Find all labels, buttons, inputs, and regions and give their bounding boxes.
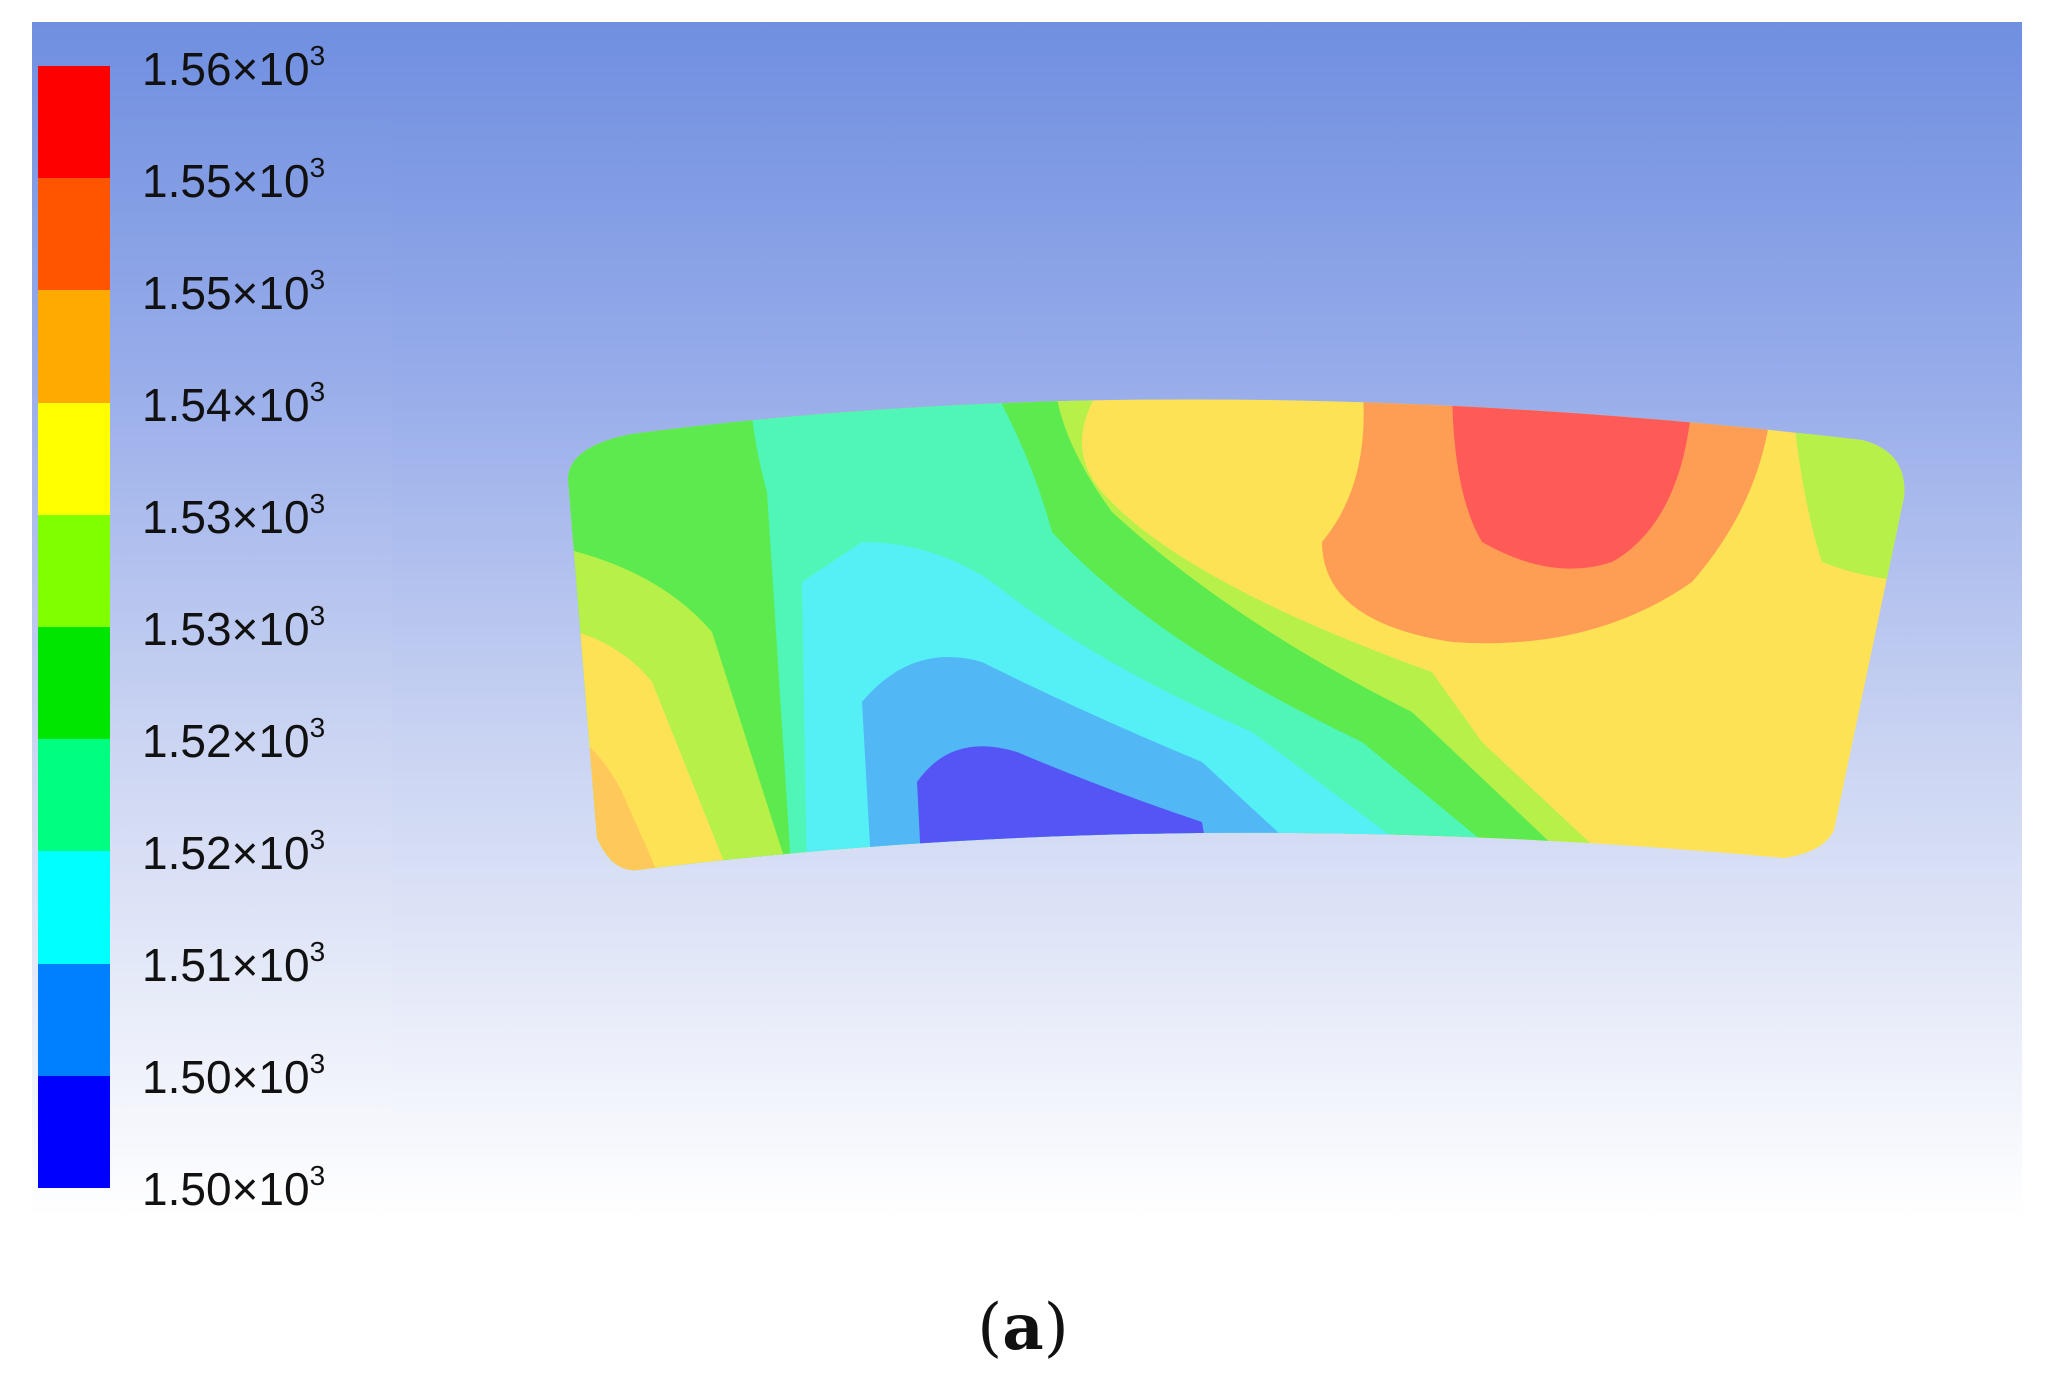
legend-swatch bbox=[38, 290, 110, 403]
legend-tick-label: 1.53×103 bbox=[142, 488, 326, 543]
legend-tick-label: 1.54×103 bbox=[142, 376, 326, 431]
legend-tick-label: 1.53×103 bbox=[142, 600, 326, 655]
legend-tick-label: 1.52×103 bbox=[142, 824, 326, 879]
legend-tick-label: 1.51×103 bbox=[142, 936, 326, 991]
contour-plot bbox=[568, 399, 1905, 871]
legend-swatch bbox=[38, 739, 110, 852]
contour-viewport: 1.56×103 1.55×103 1.55×103 1.54×103 1.53… bbox=[32, 22, 2022, 1218]
legend-swatch bbox=[38, 178, 110, 291]
panel-label: (a) bbox=[977, 1290, 1069, 1365]
legend-swatch bbox=[38, 1075, 110, 1189]
legend-swatch bbox=[38, 514, 110, 628]
legend-swatch bbox=[38, 963, 110, 1076]
legend-tick-label: 1.56×103 bbox=[142, 40, 326, 95]
legend-swatch bbox=[38, 66, 110, 179]
legend-tick-label: 1.55×103 bbox=[142, 152, 326, 207]
legend-tick-label: 1.55×103 bbox=[142, 264, 326, 319]
legend-panel: 1.56×103 1.55×103 1.55×103 1.54×103 1.53… bbox=[32, 22, 392, 1218]
band-orange-left bbox=[568, 782, 602, 871]
legend-swatch bbox=[38, 402, 110, 515]
legend-tick-label: 1.52×103 bbox=[142, 712, 326, 767]
legend-colorbar bbox=[38, 66, 110, 1189]
legend-tick-label: 1.50×103 bbox=[142, 1048, 326, 1103]
band-lightorange-left bbox=[568, 712, 662, 871]
band-red bbox=[1452, 399, 1692, 569]
legend-tick-label: 1.50×103 bbox=[142, 1160, 326, 1215]
legend-swatch bbox=[38, 627, 110, 740]
contour-bands bbox=[568, 399, 1905, 871]
legend-swatch bbox=[38, 851, 110, 964]
